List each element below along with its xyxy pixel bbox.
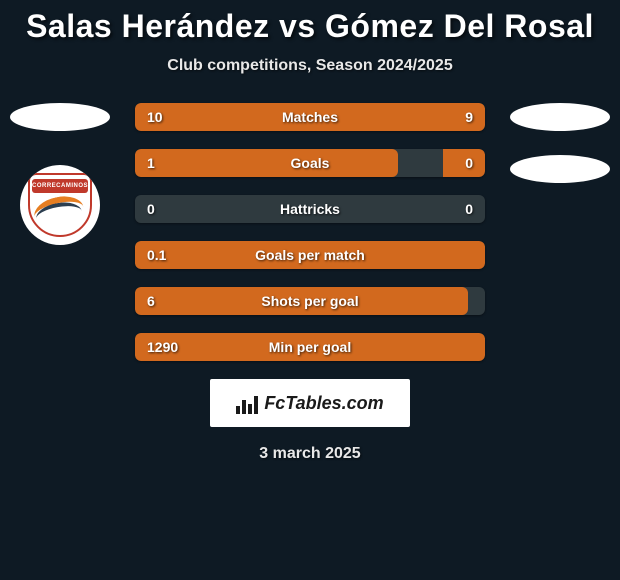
brand-text: FcTables.com xyxy=(264,393,383,414)
stat-row: Min per goal1290 xyxy=(135,333,485,361)
page-title: Salas Herández vs Gómez Del Rosal xyxy=(0,8,620,45)
bar-chart-icon xyxy=(236,392,258,414)
page-subtitle: Club competitions, Season 2024/2025 xyxy=(0,57,620,75)
stat-value-left: 10 xyxy=(147,103,163,131)
stat-row: Goals1 0 xyxy=(135,149,485,177)
brand-box: FcTables.com xyxy=(210,379,410,427)
player-oval-right-1 xyxy=(510,103,610,131)
stat-row: Matches10 9 xyxy=(135,103,485,131)
club-logo-shield: CORRECAMINOS xyxy=(28,173,92,237)
stat-label: Goals per match xyxy=(135,241,485,269)
stat-value-left: 1 xyxy=(147,149,155,177)
stat-value-right: 0 xyxy=(465,195,473,223)
player-oval-left xyxy=(10,103,110,131)
stat-label: Min per goal xyxy=(135,333,485,361)
stat-label: Shots per goal xyxy=(135,287,485,315)
club-logo-text: CORRECAMINOS xyxy=(32,179,88,193)
club-logo: CORRECAMINOS xyxy=(20,165,100,245)
stat-row: Goals per match0.1 xyxy=(135,241,485,269)
comparison-card: Salas Herández vs Gómez Del Rosal Club c… xyxy=(0,0,620,580)
stat-label: Goals xyxy=(135,149,485,177)
stat-value-left: 6 xyxy=(147,287,155,315)
date-text: 3 march 2025 xyxy=(0,445,620,463)
stat-value-right: 0 xyxy=(465,149,473,177)
stat-value-left: 1290 xyxy=(147,333,178,361)
stat-value-right: 9 xyxy=(465,103,473,131)
stat-label: Matches xyxy=(135,103,485,131)
stat-value-left: 0.1 xyxy=(147,241,166,269)
stat-bars: Matches109Goals10Hattricks00Goals per ma… xyxy=(135,103,485,361)
content-area: CORRECAMINOS Matches109Goals10Hattricks0… xyxy=(0,103,620,463)
stat-row: Hattricks0 0 xyxy=(135,195,485,223)
player-oval-right-2 xyxy=(510,155,610,183)
stat-value-left: 0 xyxy=(147,195,155,223)
stat-label: Hattricks xyxy=(135,195,485,223)
stat-row: Shots per goal6 xyxy=(135,287,485,315)
